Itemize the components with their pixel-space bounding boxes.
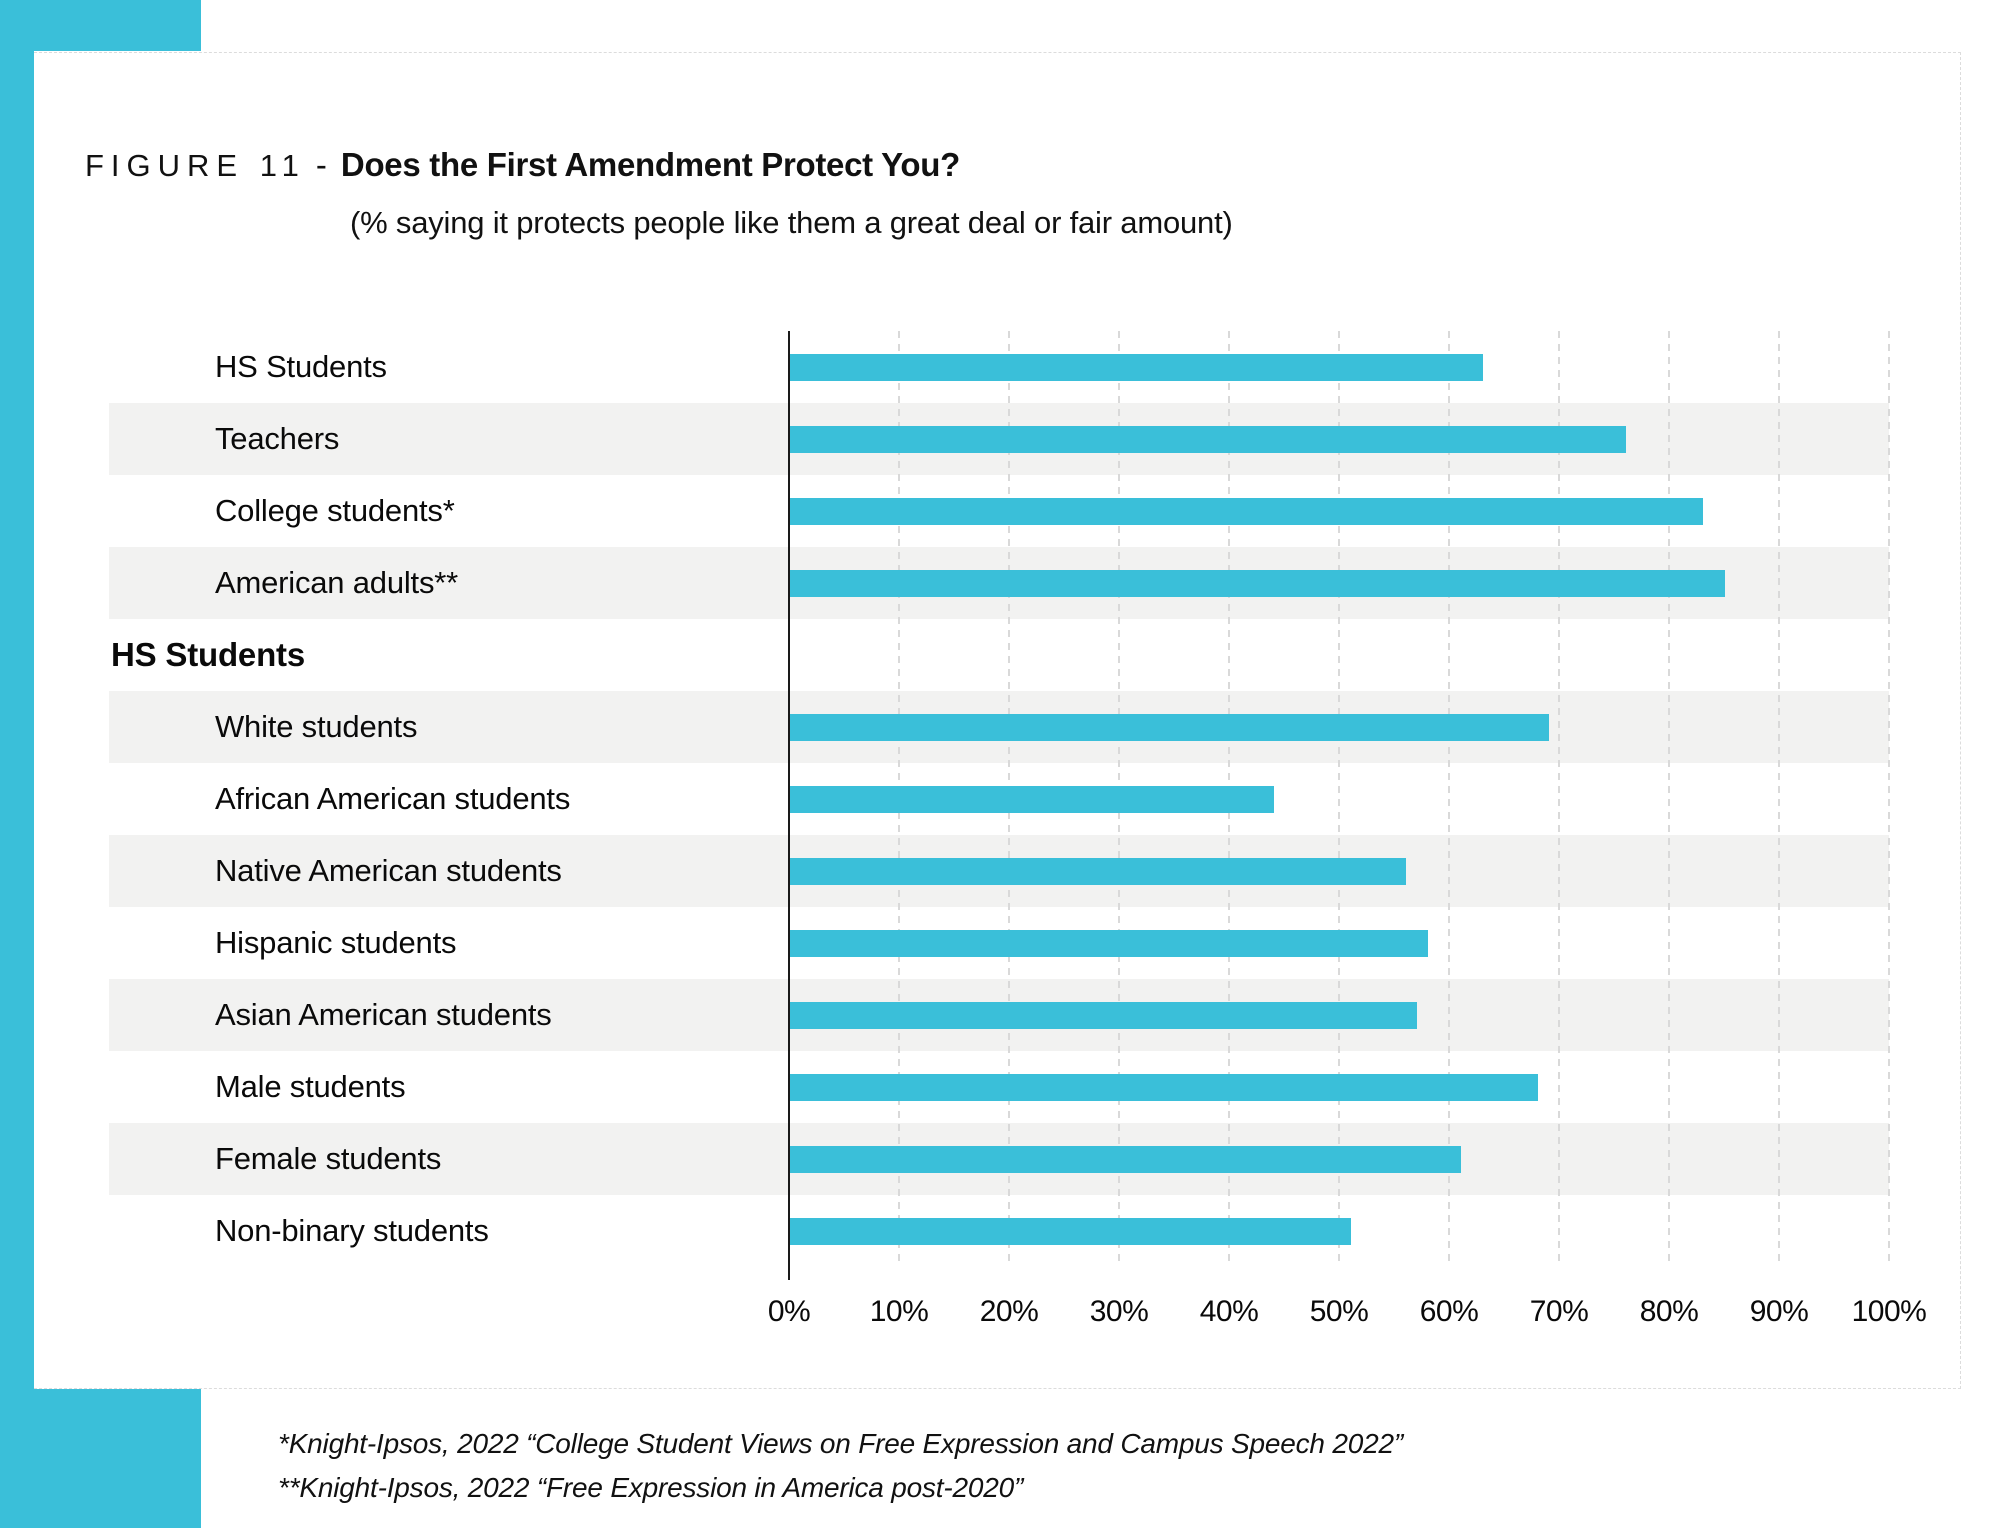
bar [790,1002,1417,1029]
x-tick-label: 30% [1089,1295,1149,1328]
gridline [1558,331,1560,1267]
bar [790,858,1406,885]
bar [790,786,1274,813]
gridline [1778,331,1780,1267]
x-tick-label: 40% [1199,1295,1259,1328]
bar [790,930,1428,957]
axis-line [788,331,790,1280]
footnote-american-adults: **Knight-Ipsos, 2022 “Free Expression in… [278,1472,1024,1503]
bar [790,1146,1461,1173]
row-label: Hispanic students [215,925,457,960]
x-tick-label: 20% [979,1295,1039,1328]
bar [790,570,1725,597]
row-label: College students* [215,493,455,528]
bar [790,714,1549,741]
gridline [1888,331,1890,1267]
x-tick-label: 50% [1309,1295,1369,1328]
accent-bottom-left-block [0,1387,201,1528]
row-label: White students [215,709,418,744]
bar [790,498,1703,525]
row-label: HS Students [215,349,387,384]
bar [790,1218,1351,1245]
accent-left-bar [0,0,34,1528]
row-label: Native American students [215,853,562,888]
row-label: Female students [215,1141,442,1176]
x-tick-label: 80% [1639,1295,1699,1328]
footnote-college-students: *Knight-Ipsos, 2022 “College Student Vie… [278,1428,1403,1459]
bar [790,426,1626,453]
gridline [1448,331,1450,1267]
x-tick-label: 90% [1749,1295,1809,1328]
row-label: American adults** [215,565,458,600]
row-label: Teachers [215,421,340,456]
figure-separator: - [315,146,327,183]
row-label: African American students [215,781,571,816]
x-tick-label: 0% [767,1295,811,1328]
bar [790,1074,1538,1101]
row-label: Male students [215,1069,406,1104]
gridline [1338,331,1340,1267]
row-label: Asian American students [215,997,552,1032]
figure-heading: FIGURE 11- Does the First Amendment Prote… [85,145,960,186]
x-tick-label: 10% [869,1295,929,1328]
x-tick-label: 60% [1419,1295,1479,1328]
footnotes: *Knight-Ipsos, 2022 “College Student Vie… [278,1422,1403,1510]
figure-title: Does the First Amendment Protect You? [340,146,960,183]
x-tick-label: 70% [1529,1295,1589,1328]
x-tick-label: 100% [1851,1295,1927,1328]
group-header-label: HS Students [111,636,305,673]
row-label: Non-binary students [215,1213,489,1248]
figure-label: FIGURE 11 [85,148,306,183]
figure-subtitle: (% saying it protects people like them a… [350,205,1233,240]
bar [790,354,1483,381]
gridline [1668,331,1670,1267]
accent-top-left-block [0,0,201,51]
